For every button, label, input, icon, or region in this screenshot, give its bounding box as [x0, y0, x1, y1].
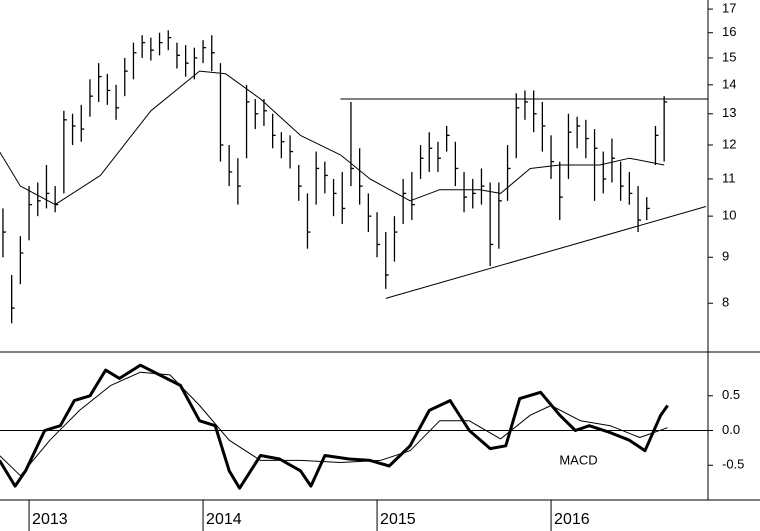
y-tick-label: 0.0: [722, 422, 740, 437]
y-tick-label: -0.5: [722, 457, 744, 472]
macd-line: [0, 363, 669, 490]
y-tick-label: 8: [722, 295, 729, 310]
x-tick-label: 2013: [32, 511, 68, 528]
x-tick-label: 2015: [380, 511, 416, 528]
y-tick-label: 12: [722, 136, 736, 151]
y-tick-label: 10: [722, 208, 736, 223]
y-tick-label: 9: [722, 249, 729, 264]
y-tick-label: 16: [722, 24, 736, 39]
y-tick-label: 14: [722, 76, 736, 91]
signal-line: [0, 371, 668, 477]
x-tick-label: 2014: [206, 511, 242, 528]
y-tick-label: 17: [722, 1, 736, 16]
y-tick-label: 11: [722, 170, 736, 185]
y-tick-label: 0.5: [722, 387, 740, 402]
annotation: MACD: [559, 452, 597, 467]
trendline: [385, 206, 707, 299]
y-tick-label: 13: [722, 105, 736, 120]
x-tick-label: 2016: [554, 511, 590, 528]
y-tick-label: 15: [722, 49, 736, 64]
moving-average: [0, 70, 665, 206]
